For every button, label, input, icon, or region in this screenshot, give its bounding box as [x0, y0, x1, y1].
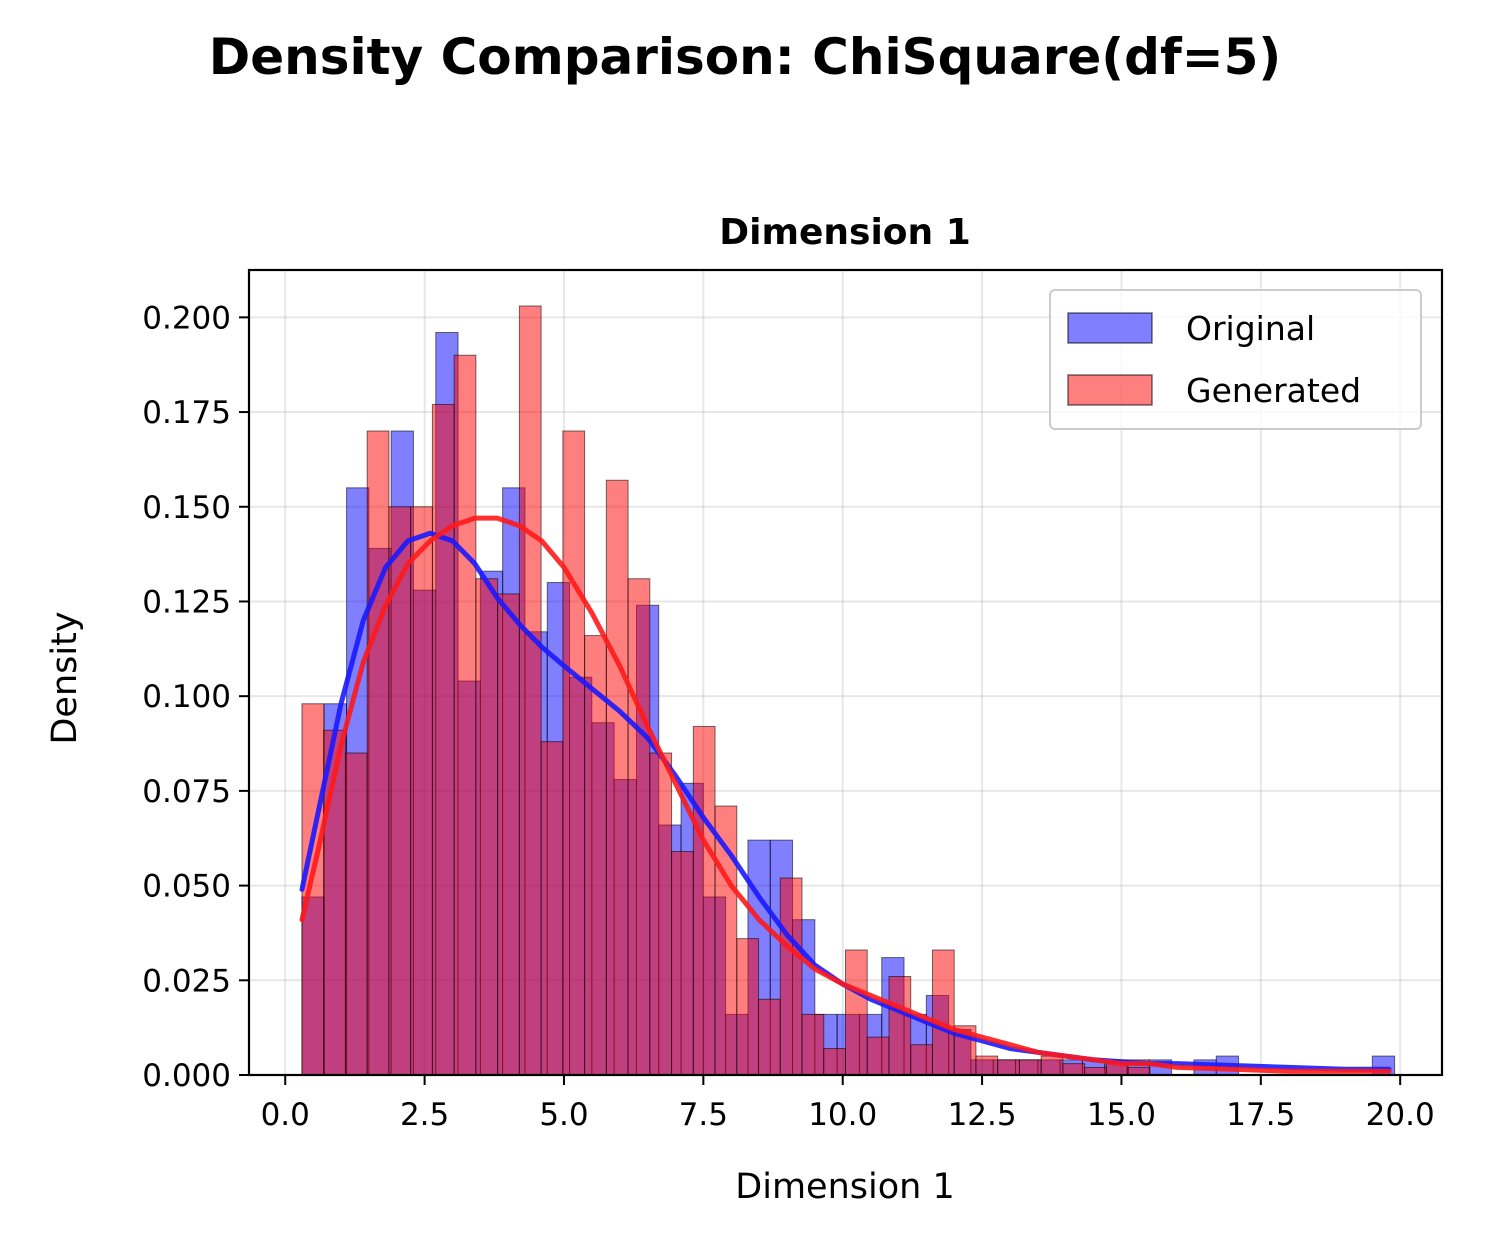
y-tick-label: 0.150: [142, 490, 231, 526]
legend-swatch-generated: [1067, 374, 1153, 406]
x-tick-label: 7.5: [679, 1097, 728, 1133]
histogram-bar-generated: [497, 593, 520, 1076]
histogram-bar-generated: [410, 506, 433, 1076]
axes-title: Dimension 1: [719, 212, 971, 253]
histogram-bar-generated: [888, 976, 912, 1076]
histogram-bar-generated: [1018, 1059, 1042, 1076]
axis-ticks: 0.0 2.5 5.0 7.5 10.0 12.5 15.0 17.5 20.0 0.000 0.0…: [142, 300, 1434, 1133]
histogram-bar-generated: [344, 752, 368, 1076]
histogram-bar-generated: [562, 430, 586, 1076]
histogram-bar-generated: [975, 1055, 999, 1076]
kde-curve-2: [299, 515, 1392, 1074]
histogram-bar-generated: [453, 354, 477, 1076]
legend-label-generated: Generated: [1186, 371, 1361, 410]
y-tick-label: 0.100: [142, 679, 231, 715]
histogram-bar-generated: [910, 1044, 933, 1076]
x-tick-label: 12.5: [948, 1097, 1017, 1133]
histogram-bar-generated: [649, 752, 673, 1076]
histogram-bar-generated: [518, 305, 542, 1076]
y-tick-label: 0.050: [142, 869, 231, 905]
histogram-bar-generated: [1127, 1066, 1151, 1076]
x-tick-label: 0.0: [261, 1097, 310, 1133]
histogram-bar-generated: [866, 1036, 890, 1076]
x-tick-label: 20.0: [1366, 1097, 1435, 1133]
figure-title: Density Comparison: ChiSquare(df=5): [208, 28, 1282, 86]
y-tick-label: 0.000: [142, 1058, 231, 1094]
histogram-bar-generated: [692, 725, 716, 1076]
plot-frame: [247, 268, 1444, 1077]
histogram-bar-generated: [1084, 1066, 1107, 1076]
y-tick-label: 0.025: [142, 963, 231, 999]
histogram-bar-generated: [1062, 1063, 1086, 1076]
legend-label-original: Original: [1186, 309, 1315, 348]
y-tick-label: 0.125: [142, 584, 231, 620]
histogram-bar-generated: [475, 578, 499, 1076]
histogram-bar-generated: [931, 949, 955, 1076]
histogram-bar-generated: [758, 998, 781, 1076]
histogram-bar-generated: [801, 1013, 825, 1076]
histogram-bar-generated: [301, 703, 325, 1076]
histogram-bar-generated: [584, 635, 607, 1076]
y-tick-label: 0.200: [142, 300, 231, 336]
x-tick-label: 17.5: [1226, 1097, 1295, 1133]
histogram-bar-generated: [845, 949, 868, 1076]
x-tick-label: 10.0: [808, 1097, 877, 1133]
x-tick-label: 15.0: [1087, 1097, 1156, 1133]
x-axis-label: Dimension 1: [735, 1167, 954, 1207]
histogram-bar-generated: [997, 1059, 1020, 1076]
histogram-bar-generated: [431, 403, 455, 1076]
legend: Original Generated: [1049, 289, 1422, 430]
histogram-bar-generated: [1040, 1055, 1064, 1076]
histogram-bar-generated: [540, 741, 564, 1076]
y-tick-label: 0.175: [142, 395, 231, 431]
y-axis-label: Density: [45, 611, 85, 744]
x-tick-label: 2.5: [400, 1097, 449, 1133]
histogram-bar-generated: [605, 479, 629, 1076]
kde-curves: [299, 515, 1392, 1074]
histogram-bar-generated: [736, 938, 760, 1076]
y-tick-label: 0.075: [142, 774, 231, 810]
legend-swatch-original: [1067, 312, 1153, 344]
histogram-bar-generated: [366, 430, 390, 1076]
histogram-bar-generated: [671, 850, 694, 1076]
histogram-bar-generated: [627, 578, 651, 1076]
histogram-bar-generated: [779, 877, 803, 1076]
x-tick-label: 5.0: [539, 1097, 588, 1133]
histogram-bar-generated: [823, 1047, 847, 1076]
